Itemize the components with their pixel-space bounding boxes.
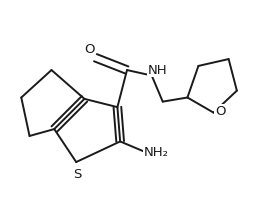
- Text: O: O: [215, 105, 226, 118]
- Text: S: S: [73, 168, 82, 181]
- Text: NH: NH: [147, 63, 167, 77]
- Text: O: O: [85, 43, 95, 56]
- Text: NH₂: NH₂: [143, 146, 168, 159]
